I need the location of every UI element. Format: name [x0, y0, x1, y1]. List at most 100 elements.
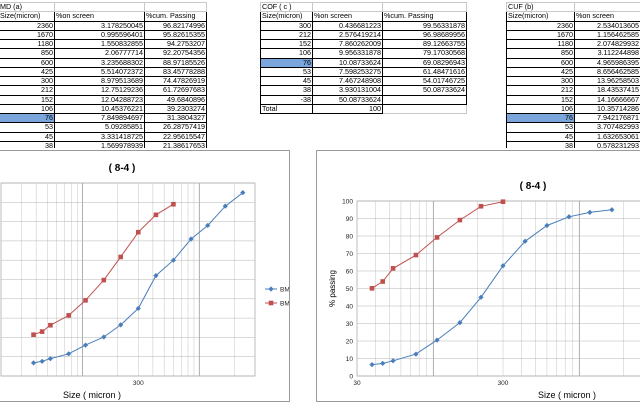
table-cell[interactable]: 7.942176871 — [575, 114, 640, 123]
table-cell[interactable]: 50.08733624 — [383, 86, 467, 95]
table-cell[interactable]: 76 — [0, 114, 55, 123]
table-cell[interactable]: 12.75129236 — [55, 86, 145, 95]
table-cell[interactable]: 94.2753207 — [145, 40, 207, 49]
total-label-cell[interactable]: Total — [261, 104, 313, 113]
table-title-cell[interactable] — [55, 3, 145, 12]
table-cell[interactable]: 300 — [507, 77, 575, 86]
table-cell[interactable]: 76 — [507, 114, 575, 123]
table-cell[interactable]: 1670 — [0, 30, 55, 39]
table-cell[interactable]: 7.467248908 — [313, 77, 383, 86]
table-cell[interactable]: 1.550832855 — [55, 40, 145, 49]
table-cell[interactable]: 83.45778288 — [145, 67, 207, 76]
table-title-cell[interactable] — [383, 3, 467, 12]
table-cell[interactable]: -38 — [261, 95, 313, 104]
table-cell[interactable]: 14.16666667 — [575, 95, 640, 104]
table-cell[interactable]: 79.17030568 — [383, 49, 467, 58]
table-title-cell[interactable]: CUF (b) — [507, 3, 575, 12]
table-cell[interactable]: 106 — [261, 49, 313, 58]
column-header-cell[interactable]: %on screen — [55, 12, 145, 21]
table-cell[interactable]: 1.632653061 — [575, 132, 640, 141]
table-cell[interactable]: 600 — [0, 58, 55, 67]
table-cell[interactable]: 95.82615355 — [145, 30, 207, 39]
table-cell[interactable] — [383, 104, 467, 113]
table-cell[interactable]: 106 — [0, 104, 55, 113]
table-cell[interactable]: 152 — [261, 40, 313, 49]
table-cell[interactable]: 3.930131004 — [313, 86, 383, 95]
table-cell[interactable]: 53 — [261, 67, 313, 76]
table-title-cell[interactable]: COF ( c ) — [261, 3, 313, 12]
table-cell[interactable]: 1.569978939 — [55, 141, 145, 148]
table-cell[interactable]: 38 — [0, 141, 55, 148]
table-cell[interactable]: 7.849894697 — [55, 114, 145, 123]
table-cell[interactable]: 45 — [507, 132, 575, 141]
table-cell[interactable]: 22.95615547 — [145, 132, 207, 141]
table-cell[interactable]: 99.56331878 — [383, 21, 467, 30]
table-cell[interactable]: 152 — [0, 95, 55, 104]
column-header-cell[interactable]: %on screen — [575, 12, 640, 21]
table-cell[interactable]: 18.43537415 — [575, 86, 640, 95]
table-cell[interactable]: 45 — [0, 132, 55, 141]
table-cell[interactable]: 8.656462585 — [575, 67, 640, 76]
table-cell[interactable]: 0.436681223 — [313, 21, 383, 30]
table-cell[interactable]: 21.38617653 — [145, 141, 207, 148]
table-cell[interactable]: 88.97185526 — [145, 58, 207, 67]
table-cell[interactable]: 5.514072372 — [55, 67, 145, 76]
table-cell[interactable]: 0.578231293 — [575, 141, 640, 148]
table-cell[interactable]: 92.20754356 — [145, 49, 207, 58]
table-cell[interactable]: 38 — [507, 141, 575, 148]
table-cell[interactable]: 425 — [507, 67, 575, 76]
table-cell[interactable] — [383, 95, 467, 104]
table-title-cell[interactable] — [313, 3, 383, 12]
table-cell[interactable]: 212 — [507, 86, 575, 95]
table-cell[interactable]: 89.12663755 — [383, 40, 467, 49]
table-cell[interactable]: 2360 — [0, 21, 55, 30]
table-cell[interactable]: 1180 — [507, 40, 575, 49]
column-header-cell[interactable]: %on screen — [313, 12, 383, 21]
table-cell[interactable]: 3.331418725 — [55, 132, 145, 141]
table-cell[interactable]: 49.6840896 — [145, 95, 207, 104]
table-cell[interactable]: 600 — [507, 58, 575, 67]
table-cell[interactable]: 2.074829932 — [575, 40, 640, 49]
table-cell[interactable]: 10.35714286 — [575, 104, 640, 113]
table-cell[interactable]: 76 — [261, 58, 313, 67]
table-cell[interactable]: 54.01746725 — [383, 77, 467, 86]
table-cell[interactable]: 26.28757419 — [145, 123, 207, 132]
table-cell[interactable]: 38 — [261, 86, 313, 95]
table-cell[interactable]: 1180 — [0, 40, 55, 49]
table-cell[interactable]: 13.96258503 — [575, 77, 640, 86]
table-cell[interactable]: 850 — [0, 49, 55, 58]
table-cell[interactable]: 50.08733624 — [313, 95, 383, 104]
table-cell[interactable]: 39.2303274 — [145, 104, 207, 113]
table-title-cell[interactable] — [575, 3, 640, 12]
table-cell[interactable]: 3.235688302 — [55, 58, 145, 67]
table-cell[interactable]: 2.534013605 — [575, 21, 640, 30]
table-cell[interactable]: 2360 — [507, 21, 575, 30]
table-cell[interactable]: 7.598253275 — [313, 67, 383, 76]
table-cell[interactable]: 2.576419214 — [313, 30, 383, 39]
column-header-cell[interactable]: Size(micron) — [261, 12, 313, 21]
table-cell[interactable]: 10.45376221 — [55, 104, 145, 113]
table-cell[interactable]: 12.04288723 — [55, 95, 145, 104]
table-cell[interactable]: 9.956331878 — [313, 49, 383, 58]
table-cell[interactable]: 300 — [0, 77, 55, 86]
table-title-cell[interactable] — [145, 3, 207, 12]
table-cell[interactable]: 3.112244898 — [575, 49, 640, 58]
table-cell[interactable]: 0.995596401 — [55, 30, 145, 39]
table-cell[interactable]: 96.98689956 — [383, 30, 467, 39]
table-cell[interactable]: 69.08296943 — [383, 58, 467, 67]
table-cell[interactable]: 61.72697683 — [145, 86, 207, 95]
table-cell[interactable]: 53 — [507, 123, 575, 132]
chart-bmf-bmd[interactable]: 300( 8-4 )Size ( micron )BMFBMD — [0, 150, 290, 402]
table-cell[interactable]: 425 — [0, 67, 55, 76]
table-cell[interactable]: 1670 — [507, 30, 575, 39]
table-cell[interactable]: 10.08733624 — [313, 58, 383, 67]
column-header-cell[interactable]: %cum. Passing — [145, 12, 207, 21]
table-cell[interactable]: 45 — [261, 77, 313, 86]
table-cell[interactable]: 2.06777714 — [55, 49, 145, 58]
table-cell[interactable]: 96.82174996 — [145, 21, 207, 30]
table-cell[interactable]: 53 — [0, 123, 55, 132]
table-title-cell[interactable]: MD (a) — [0, 3, 55, 12]
column-header-cell[interactable]: %cum. Passing — [383, 12, 467, 21]
table-cell[interactable]: 31.3804327 — [145, 114, 207, 123]
